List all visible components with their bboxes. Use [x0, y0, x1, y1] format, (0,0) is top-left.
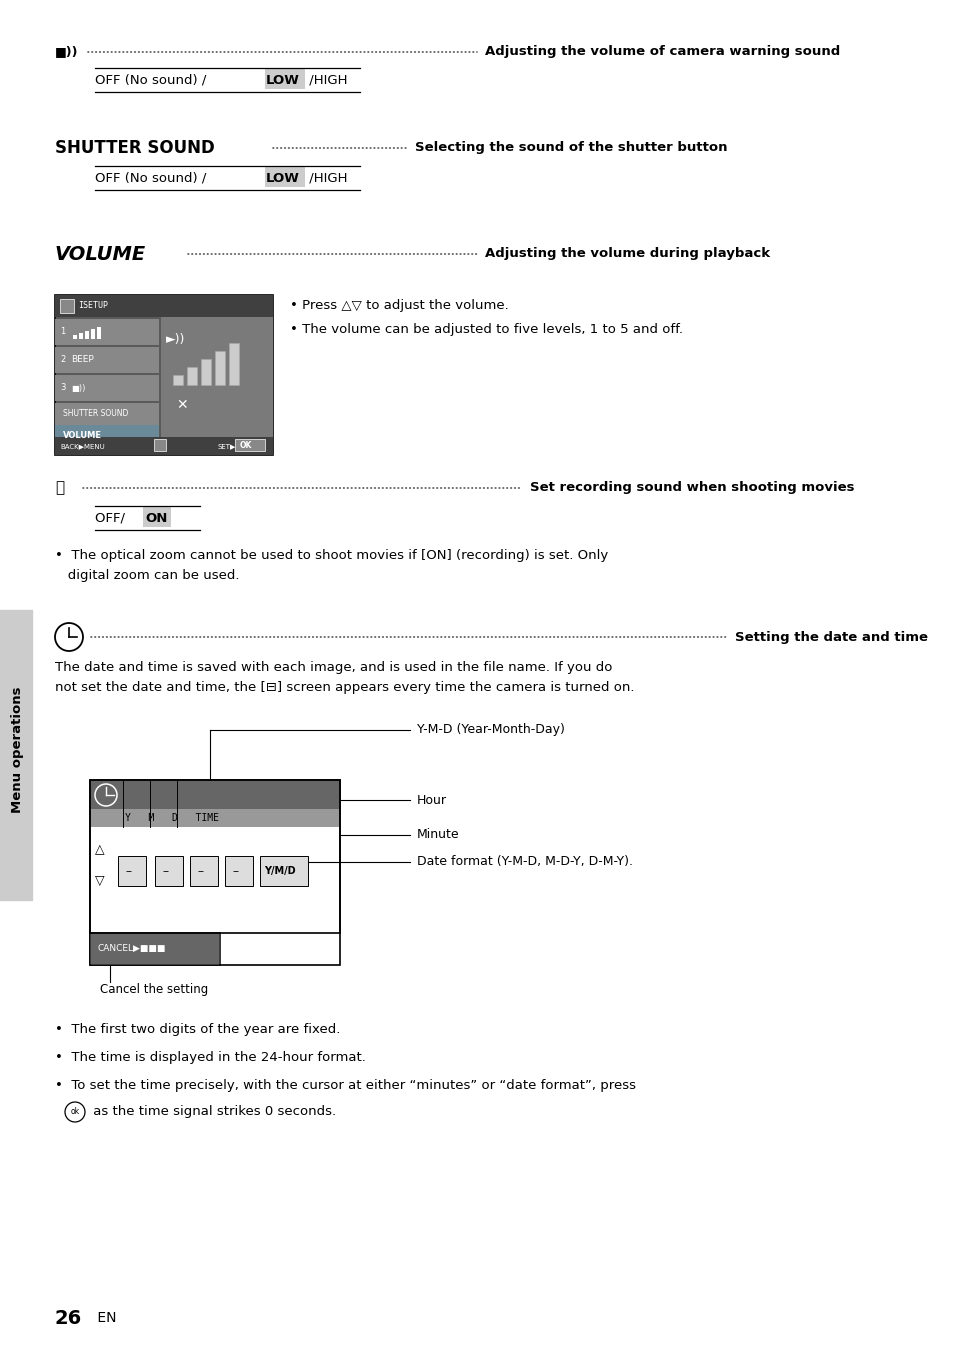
Text: Cancel the setting: Cancel the setting — [100, 984, 208, 996]
Bar — [55, 437, 273, 455]
Bar — [225, 856, 253, 886]
Text: The date and time is saved with each image, and is used in the file name. If you: The date and time is saved with each ima… — [55, 661, 612, 673]
Text: Y   M   D   TIME: Y M D TIME — [125, 813, 219, 822]
Text: Y-M-D (Year-Month-Day): Y-M-D (Year-Month-Day) — [416, 723, 564, 737]
Text: EN: EN — [92, 1311, 116, 1324]
Text: SHUTTER SOUND: SHUTTER SOUND — [63, 410, 129, 418]
Bar — [55, 403, 159, 425]
Text: •  The first two digits of the year are fixed.: • The first two digits of the year are f… — [55, 1023, 340, 1037]
Text: LOW: LOW — [266, 73, 299, 87]
Text: VOLUME: VOLUME — [55, 244, 146, 263]
Text: --: -- — [198, 866, 205, 877]
Text: 2: 2 — [60, 356, 65, 365]
Bar — [265, 167, 305, 187]
Bar — [0, 611, 32, 900]
Bar — [190, 856, 218, 886]
Text: not set the date and time, the [⊟] screen appears every time the camera is turne: not set the date and time, the [⊟] scree… — [55, 681, 634, 695]
Text: Adjusting the volume of camera warning sound: Adjusting the volume of camera warning s… — [484, 46, 840, 58]
Text: OFF (No sound) /: OFF (No sound) / — [95, 171, 211, 185]
Text: ISETUP: ISETUP — [78, 301, 108, 311]
Text: ►)): ►)) — [166, 334, 185, 346]
Bar — [161, 318, 273, 445]
Text: ✕: ✕ — [175, 398, 188, 413]
Bar — [85, 331, 89, 339]
Text: •  The time is displayed in the 24-hour format.: • The time is displayed in the 24-hour f… — [55, 1052, 366, 1064]
Bar — [91, 328, 95, 339]
Text: BACK▶MENU: BACK▶MENU — [60, 442, 105, 449]
Bar — [97, 327, 101, 339]
Text: 🎤: 🎤 — [55, 480, 64, 495]
Bar — [260, 856, 308, 886]
Text: BEEP: BEEP — [71, 356, 93, 365]
Text: OK: OK — [240, 441, 253, 451]
Text: SET▶: SET▶ — [218, 442, 236, 449]
Text: Adjusting the volume during playback: Adjusting the volume during playback — [484, 247, 769, 261]
Text: CANCEL▶■■■: CANCEL▶■■■ — [98, 943, 166, 953]
Text: digital zoom can be used.: digital zoom can be used. — [55, 570, 239, 582]
Text: --: -- — [126, 866, 132, 877]
Bar — [265, 69, 305, 90]
Text: 3: 3 — [60, 384, 66, 392]
Text: Minute: Minute — [416, 829, 459, 841]
Bar — [73, 335, 77, 339]
Bar — [201, 360, 211, 385]
Text: OFF/: OFF/ — [95, 512, 129, 525]
Bar — [60, 299, 74, 313]
Text: Hour: Hour — [416, 794, 447, 806]
Text: Date format (Y-M-D, M-D-Y, D-M-Y).: Date format (Y-M-D, M-D-Y, D-M-Y). — [416, 855, 633, 868]
Text: ok: ok — [71, 1107, 79, 1117]
Text: Setting the date and time: Setting the date and time — [734, 631, 927, 643]
Text: /HIGH: /HIGH — [305, 73, 347, 87]
Text: •  To set the time precisely, with the cursor at either “minutes” or “date forma: • To set the time precisely, with the cu… — [55, 1080, 636, 1092]
Text: △: △ — [95, 844, 105, 856]
Text: 26: 26 — [55, 1308, 82, 1327]
Text: ■)): ■)) — [55, 46, 78, 58]
Bar — [55, 425, 159, 445]
Bar — [55, 319, 159, 345]
Bar — [90, 780, 339, 934]
Bar — [153, 440, 166, 451]
Bar — [55, 294, 273, 318]
Text: --: -- — [233, 866, 240, 877]
Bar — [90, 780, 339, 965]
Bar — [229, 343, 239, 385]
Text: Menu operations: Menu operations — [11, 687, 25, 813]
Text: Selecting the sound of the shutter button: Selecting the sound of the shutter butto… — [415, 141, 727, 155]
Bar — [91, 782, 338, 809]
Bar — [91, 809, 338, 826]
Bar — [91, 934, 219, 963]
Text: VOLUME: VOLUME — [63, 430, 102, 440]
Text: /HIGH: /HIGH — [305, 171, 347, 185]
Bar — [187, 366, 196, 385]
Bar — [55, 347, 159, 373]
Text: --: -- — [163, 866, 170, 877]
Bar — [55, 375, 159, 402]
Text: • The volume can be adjusted to five levels, 1 to 5 and off.: • The volume can be adjusted to five lev… — [290, 323, 682, 337]
Bar — [143, 508, 171, 527]
Text: SHUTTER SOUND: SHUTTER SOUND — [55, 138, 214, 157]
Bar — [172, 375, 183, 385]
Text: Set recording sound when shooting movies: Set recording sound when shooting movies — [530, 482, 854, 494]
Bar — [55, 294, 273, 455]
Text: as the time signal strikes 0 seconds.: as the time signal strikes 0 seconds. — [89, 1106, 335, 1118]
Text: ON: ON — [145, 512, 167, 525]
Text: LOW: LOW — [266, 171, 299, 185]
Text: 1: 1 — [60, 327, 65, 337]
Text: •  The optical zoom cannot be used to shoot movies if [ON] (recording) is set. O: • The optical zoom cannot be used to sho… — [55, 550, 608, 563]
Bar — [234, 440, 265, 451]
Bar — [118, 856, 146, 886]
Text: ▽: ▽ — [95, 874, 105, 886]
Bar — [79, 332, 83, 339]
Bar — [214, 351, 225, 385]
Text: OFF (No sound) /: OFF (No sound) / — [95, 73, 211, 87]
Text: ■)): ■)) — [71, 384, 85, 392]
Text: • Press △▽ to adjust the volume.: • Press △▽ to adjust the volume. — [290, 299, 508, 312]
Text: Y/M/D: Y/M/D — [264, 866, 295, 877]
Bar — [154, 856, 183, 886]
Bar — [90, 934, 220, 965]
